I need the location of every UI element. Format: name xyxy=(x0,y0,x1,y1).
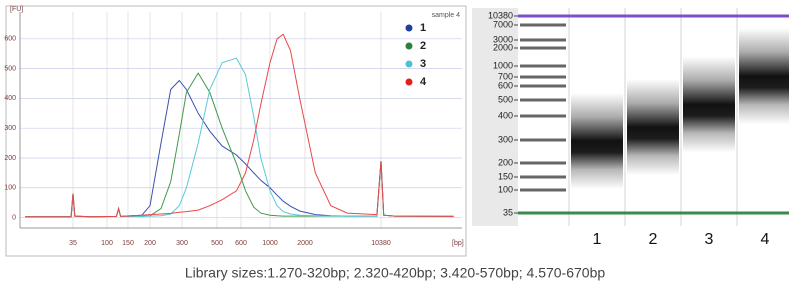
x-tick-label: 200 xyxy=(144,240,156,247)
ladder-band xyxy=(520,115,566,118)
x-tick-label: 500 xyxy=(211,240,223,247)
y-tick-label: 0 xyxy=(12,214,16,221)
x-tick-label: 2000 xyxy=(297,240,313,247)
ladder-band xyxy=(520,189,566,192)
ladder-band xyxy=(520,85,566,88)
ladder-band xyxy=(520,139,566,142)
sample-label: sample 4 xyxy=(432,12,461,19)
ladder-label: 35 xyxy=(503,207,513,217)
legend-marker xyxy=(406,43,413,50)
sample-smear xyxy=(683,56,735,152)
y-tick-label: 400 xyxy=(4,95,16,102)
ladder-label: 7000 xyxy=(493,19,513,29)
ladder-band xyxy=(520,65,566,68)
ladder-band xyxy=(520,39,566,42)
legend-marker xyxy=(406,61,413,68)
ladder-band xyxy=(520,24,566,27)
legend-marker xyxy=(406,25,413,32)
ladder-label: 300 xyxy=(498,134,513,144)
lane-label: 4 xyxy=(761,231,770,248)
sample-smear xyxy=(627,79,679,175)
ladder-band xyxy=(520,162,566,165)
x-tick-label: 300 xyxy=(176,240,188,247)
y-tick-label: 200 xyxy=(4,155,16,162)
ladder-band xyxy=(520,99,566,102)
y-axis-label: [FU] xyxy=(10,6,23,13)
ladder-label: 100 xyxy=(498,184,513,194)
legend-label: 1 xyxy=(420,22,426,34)
ladder-label: 150 xyxy=(498,171,513,181)
x-tick-label: 10380 xyxy=(371,240,391,247)
y-tick-label: 100 xyxy=(4,185,16,192)
ladder-band xyxy=(520,76,566,79)
ladder-label: 600 xyxy=(498,80,513,90)
chart-frame xyxy=(6,6,466,256)
ladder-label: 2000 xyxy=(493,42,513,52)
x-tick-label: 1000 xyxy=(262,240,278,247)
ladder-label: 1000 xyxy=(493,60,513,70)
lane-label: 3 xyxy=(705,231,714,248)
ladder-band xyxy=(520,176,566,179)
legend-marker xyxy=(406,79,413,86)
sample-smear xyxy=(571,93,623,189)
x-axis-label: [bp] xyxy=(452,240,464,247)
legend-label: 3 xyxy=(420,58,426,70)
upper-marker xyxy=(518,15,789,18)
ladder-label: 400 xyxy=(498,110,513,120)
y-tick-label: 500 xyxy=(4,65,16,72)
sample-smear xyxy=(739,28,789,124)
figure: [FU] [bp] sample 4 Library sizes:1.270-3… xyxy=(0,0,789,285)
x-tick-label: 100 xyxy=(101,240,113,247)
x-tick-label: 600 xyxy=(235,240,247,247)
y-tick-label: 600 xyxy=(4,36,16,43)
legend-label: 4 xyxy=(420,76,427,88)
lane-label: 2 xyxy=(649,231,658,248)
lane-label: 1 xyxy=(593,231,602,248)
lower-marker xyxy=(518,212,789,215)
x-tick-label: 150 xyxy=(122,240,134,247)
ladder-label: 500 xyxy=(498,94,513,104)
caption: Library sizes:1.270-320bp; 2.320-420bp; … xyxy=(185,265,606,281)
y-tick-label: 300 xyxy=(4,125,16,132)
x-tick-label: 35 xyxy=(69,240,77,247)
ladder-label: 200 xyxy=(498,157,513,167)
legend-label: 2 xyxy=(420,40,426,52)
ladder-band xyxy=(520,47,566,50)
